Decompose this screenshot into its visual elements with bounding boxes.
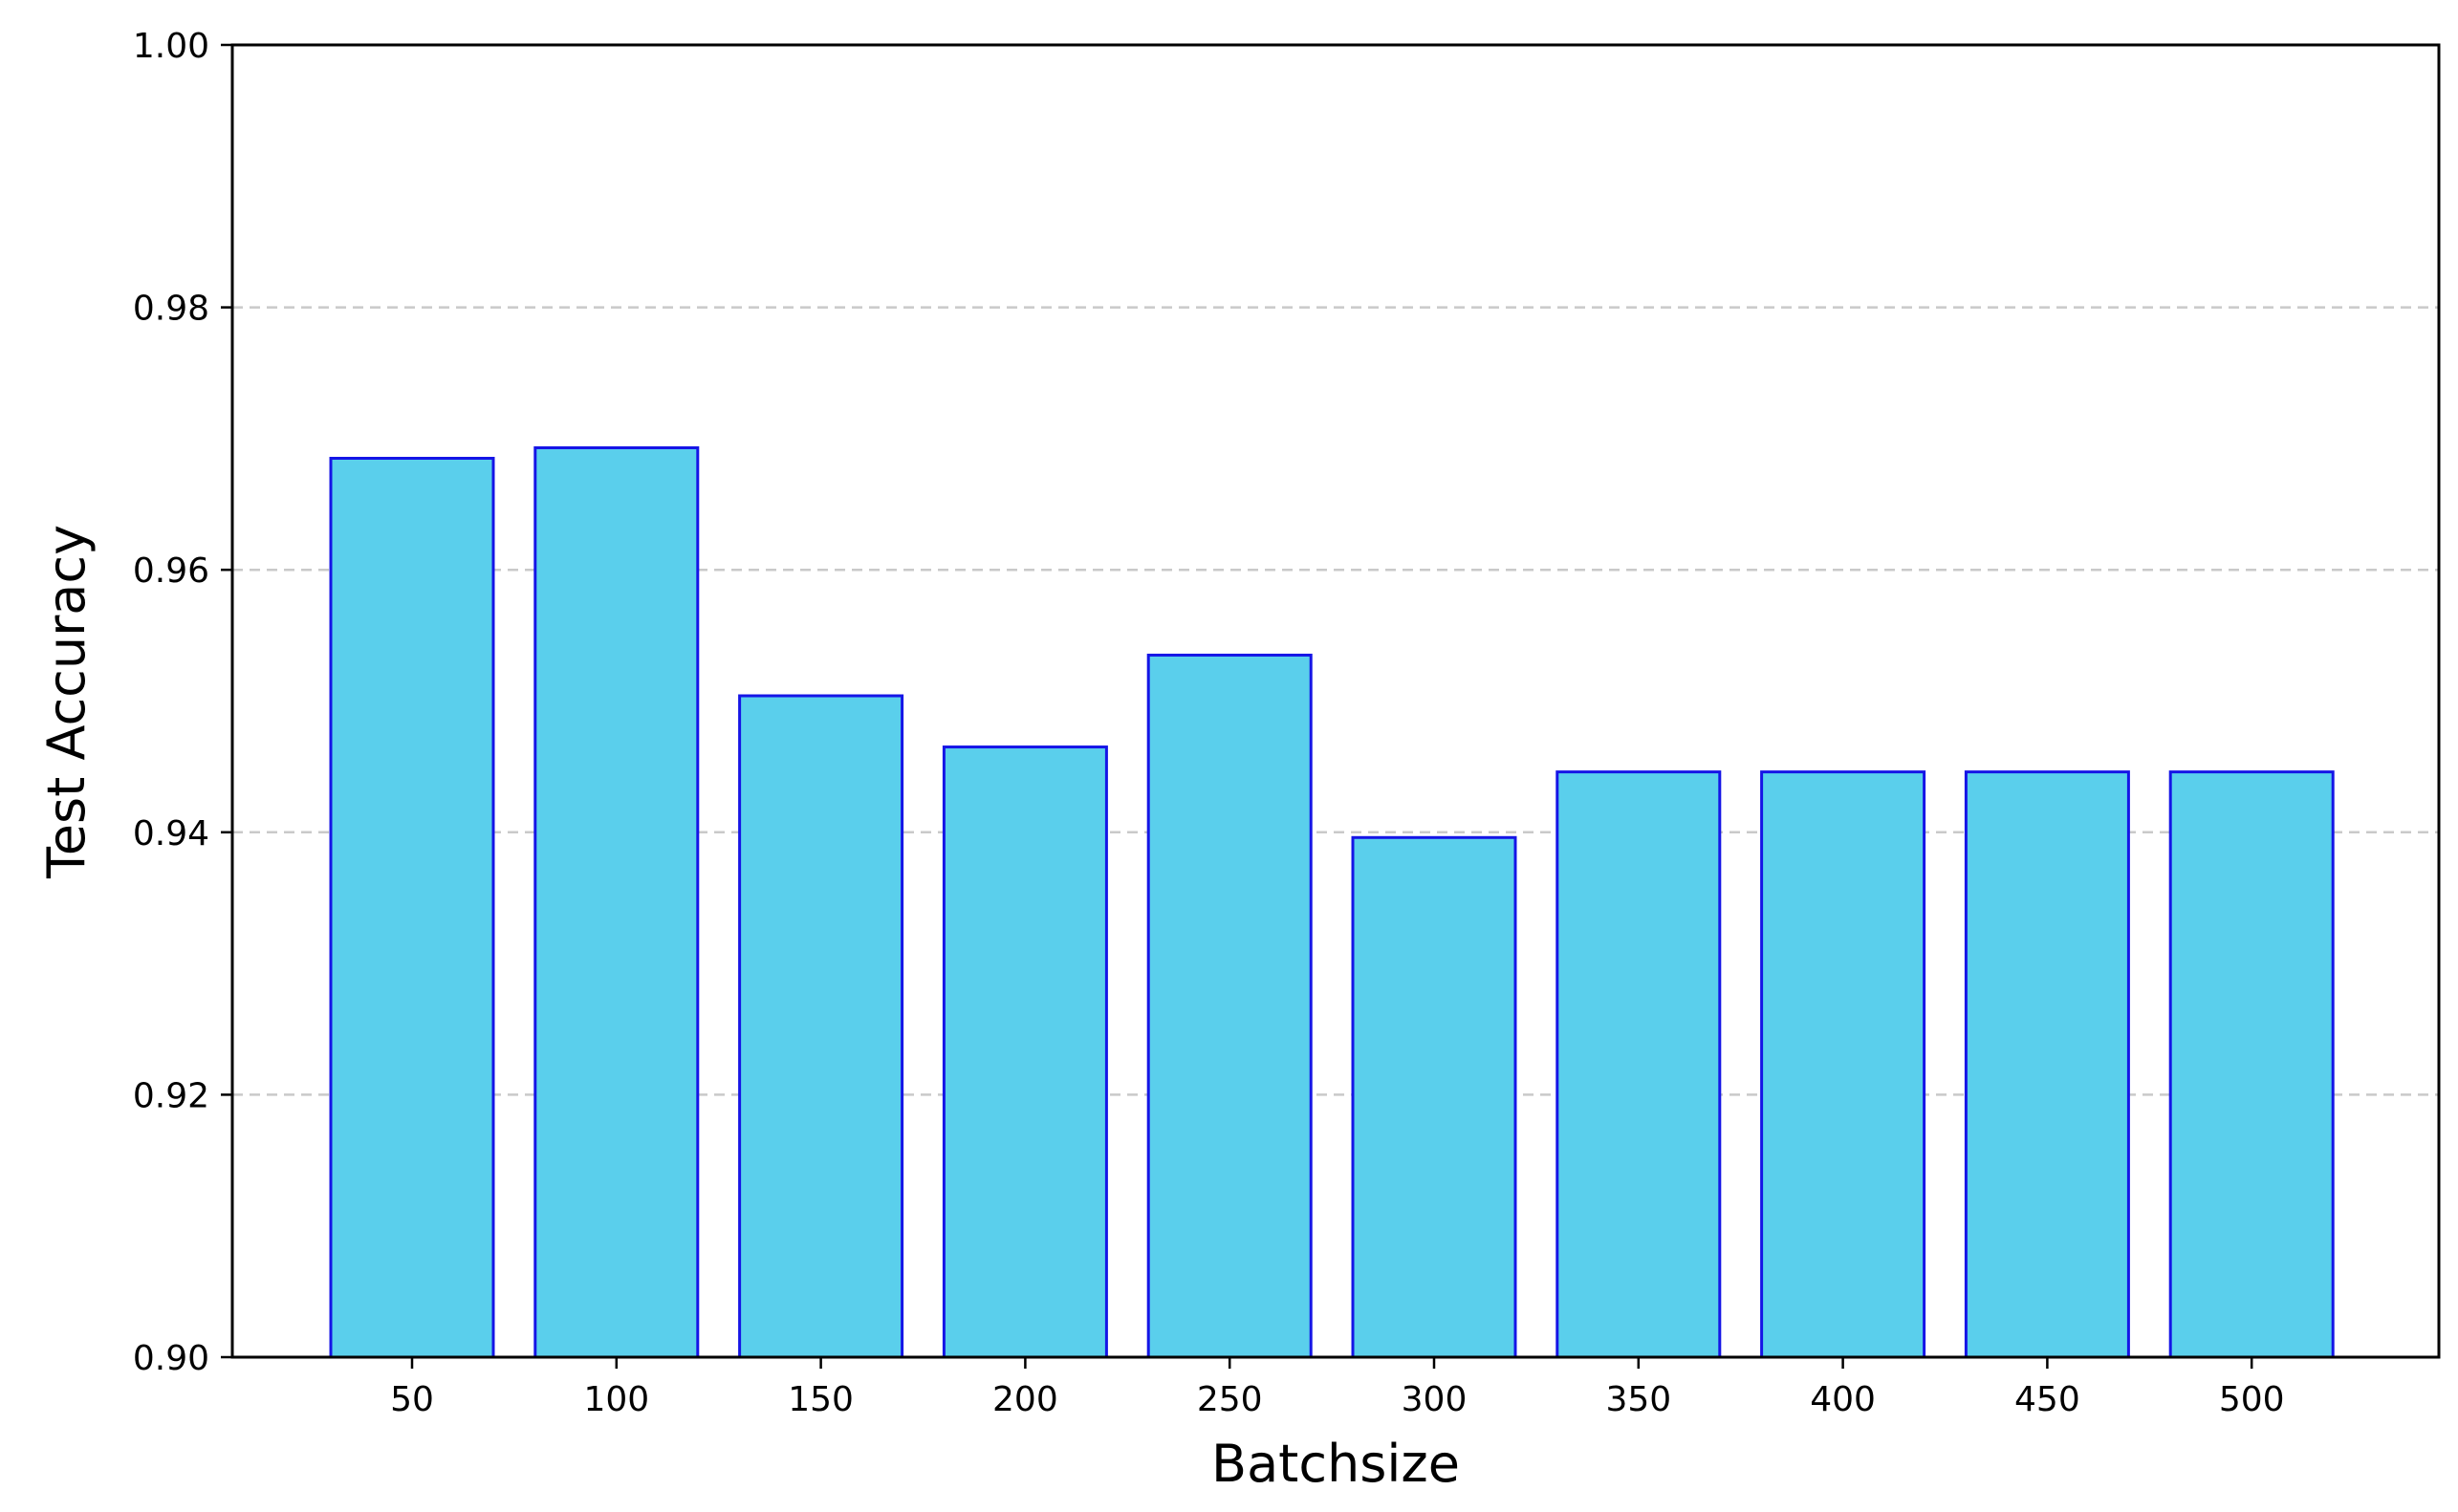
x-tick-label: 350 <box>1605 1380 1671 1419</box>
y-tick-label: 0.92 <box>133 1076 209 1115</box>
bar <box>1146 653 1313 1359</box>
y-axis-label: Test Accuracy <box>36 525 97 879</box>
y-tick-label: 0.98 <box>133 290 209 329</box>
x-tick-label: 400 <box>1810 1380 1876 1419</box>
bar-series <box>329 446 2335 1359</box>
bar <box>1351 835 1517 1359</box>
bar <box>329 456 495 1359</box>
x-tick-label: 150 <box>788 1380 854 1419</box>
bar <box>942 745 1108 1359</box>
y-tick-label: 0.94 <box>133 814 209 853</box>
bar <box>2168 770 2335 1359</box>
x-axis-label: Batchsize <box>1211 1434 1460 1494</box>
y-axis-ticks: 0.90 0.92 0.94 0.96 0.98 1.00 <box>133 27 232 1378</box>
y-tick-label: 0.90 <box>133 1339 209 1378</box>
x-tick-label: 450 <box>2014 1380 2080 1419</box>
x-tick-label: 100 <box>583 1380 649 1419</box>
bar <box>1760 770 1926 1359</box>
x-tick-label: 200 <box>992 1380 1058 1419</box>
x-tick-label: 50 <box>390 1380 434 1419</box>
bar <box>533 446 700 1359</box>
x-tick-label: 500 <box>2219 1380 2285 1419</box>
bar <box>1964 770 2130 1359</box>
bar <box>738 694 904 1359</box>
bar <box>1555 770 1722 1359</box>
plot-frame <box>230 43 2441 1359</box>
x-axis-ticks: 50 100 150 200 250 300 350 400 450 500 <box>390 1357 2285 1419</box>
y-tick-label: 0.96 <box>133 551 209 591</box>
x-tick-label: 300 <box>1402 1380 1468 1419</box>
y-tick-label: 1.00 <box>133 27 209 66</box>
x-tick-label: 250 <box>1197 1380 1263 1419</box>
